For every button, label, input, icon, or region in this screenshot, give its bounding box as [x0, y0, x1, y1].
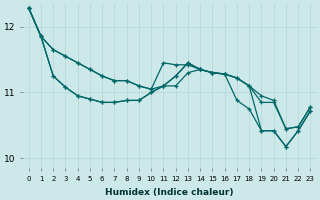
X-axis label: Humidex (Indice chaleur): Humidex (Indice chaleur)	[105, 188, 234, 197]
